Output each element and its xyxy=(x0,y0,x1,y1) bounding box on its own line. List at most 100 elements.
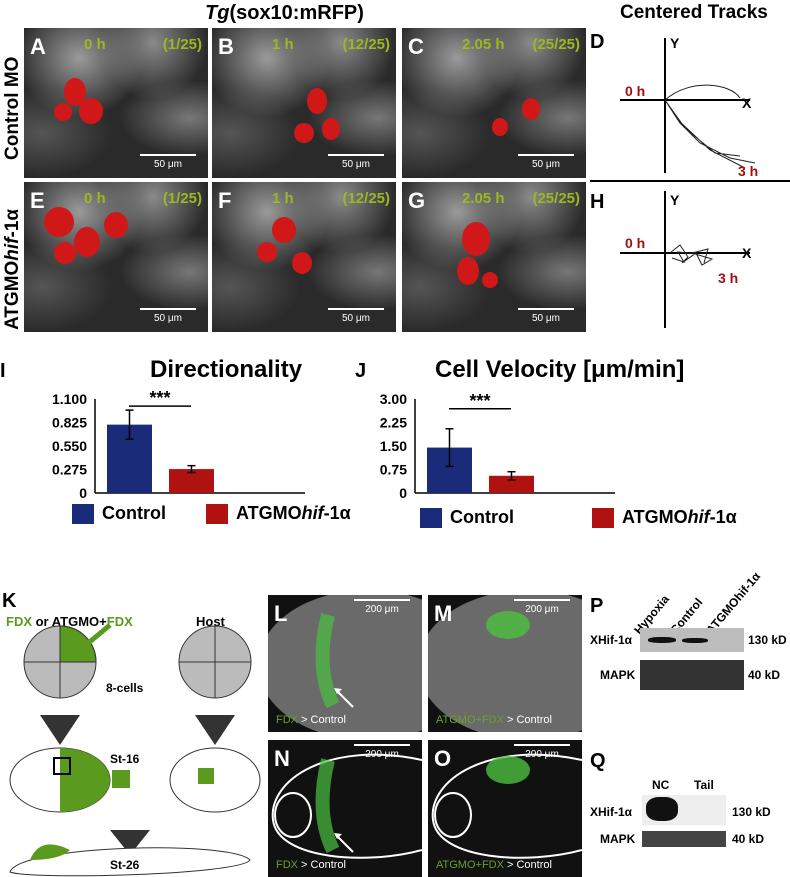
stage-label: 8-cells xyxy=(106,681,144,695)
caption: ATGMO+FDX > Control xyxy=(436,714,552,726)
panel-letter: N xyxy=(274,746,290,771)
embryo-transplant-drawing xyxy=(9,623,261,877)
size-label: 130 kD xyxy=(748,633,787,647)
panel-letter: E xyxy=(30,188,45,213)
cell-blob xyxy=(462,222,490,256)
size-label: 130 kD xyxy=(732,805,771,819)
frame-label: (1/25) xyxy=(162,36,202,53)
cell-blob xyxy=(74,227,100,257)
embryo-n: N 200 μm FDX > Control xyxy=(268,740,422,877)
y-tick-label: 1.50 xyxy=(380,438,407,454)
cell-blob xyxy=(54,242,76,264)
panel-letter: P xyxy=(590,595,604,617)
time-label: 0 h xyxy=(84,36,106,53)
cell-blob xyxy=(322,118,340,140)
panel-letter: F xyxy=(218,188,232,213)
bar-atgmo xyxy=(169,469,214,493)
end-label: 3 h xyxy=(718,270,738,286)
row-label: XHif-1α xyxy=(590,805,633,819)
start-label: 0 h xyxy=(625,235,645,251)
embryo-l: L 200 μm FDX > Control xyxy=(268,595,422,732)
title-rest: (sox10:mRFP) xyxy=(229,2,364,24)
cell-blob xyxy=(492,118,508,136)
track-plot-d xyxy=(620,38,756,173)
y-axis-label: Y xyxy=(670,35,680,51)
row-label: XHif-1α xyxy=(590,633,633,647)
embryo-m: M 200 μm ATGMO+FDX > Control xyxy=(428,595,582,732)
significance-label: *** xyxy=(149,388,170,408)
row-label-atgmo: ATGMOhif-1α xyxy=(2,208,23,330)
panel-letter: C xyxy=(408,34,424,59)
scale-bar: 50 μm xyxy=(518,154,574,170)
frame-label: (25/25) xyxy=(532,190,580,207)
cell-blob xyxy=(294,123,314,143)
caption: FDX > Control xyxy=(276,859,346,871)
stage-label: St-16 xyxy=(110,752,140,766)
caption: ATGMO+FDX > Control xyxy=(436,859,552,871)
caption: FDX > Control xyxy=(276,714,346,726)
tracks-title: Centered Tracks xyxy=(620,2,768,23)
stage-label: St-26 xyxy=(110,858,140,872)
legend-j: Control ATGMOhif-1α xyxy=(420,507,737,528)
cell-blob xyxy=(44,207,74,237)
panel-letter: B xyxy=(218,34,234,59)
micrograph-a: A 0 h (1/25) 50 μm xyxy=(24,28,208,178)
cell-blob xyxy=(272,217,296,243)
blot-hif xyxy=(640,628,744,652)
y-tick-label: 0.75 xyxy=(380,462,407,478)
chart-letter: J xyxy=(355,360,366,382)
time-label: 2.05 h xyxy=(462,190,505,207)
panel-letter: G xyxy=(408,188,426,213)
scale-bar: 200 μm xyxy=(354,599,410,615)
scale-bar: 200 μm xyxy=(514,599,570,615)
scale-bar: 50 μm xyxy=(140,308,196,324)
start-label: 0 h xyxy=(625,83,645,99)
size-label: 40 kD xyxy=(732,832,765,846)
legend-label: Control xyxy=(102,503,166,523)
y-tick-label: 2.25 xyxy=(380,415,407,431)
time-label: 1 h xyxy=(272,36,294,53)
cell-blob xyxy=(79,98,103,124)
cell-blob xyxy=(54,103,72,121)
blot-q: Q NC Tail XHif-1α MAPK 130 kD 40 kD xyxy=(590,750,790,870)
micrograph-e: E 0 h (1/25) 50 μm xyxy=(24,182,208,332)
cell-blob xyxy=(457,257,479,285)
panel-letter: K xyxy=(2,590,17,612)
micrograph-b: B 1 h (12/25) 50 μm xyxy=(212,28,396,178)
panel-letter: Q xyxy=(590,750,606,772)
blot-mapk xyxy=(642,831,726,847)
blot-p: P Hypoxia Control ATGMOhif-1α XHif-1α MA… xyxy=(590,569,790,725)
frame-label: (25/25) xyxy=(532,36,580,53)
y-tick-label: 0.825 xyxy=(52,415,87,431)
cell-blob xyxy=(64,78,86,106)
cell-blob xyxy=(257,242,277,262)
x-axis-label: X xyxy=(742,95,752,111)
tracks-panels: D Y X 0 h 3 h H Y X 0 h 3 h xyxy=(590,31,790,328)
scale-bar: 200 μm xyxy=(354,744,410,760)
blot-hif xyxy=(642,795,726,825)
cell-blob xyxy=(104,212,128,238)
legend-label: Control xyxy=(450,507,514,527)
legend-label: ATGMOhif-1α xyxy=(235,503,351,523)
time-label: 2.05 h xyxy=(462,36,505,53)
bar-atgmo xyxy=(489,475,534,493)
y-tick-label: 3.00 xyxy=(380,391,407,407)
y-tick-label: 0.275 xyxy=(52,462,87,478)
frame-label: (12/25) xyxy=(342,190,390,207)
row-label-control: Control MO xyxy=(2,56,23,160)
cell-blob xyxy=(522,98,540,120)
figure-title: Tg(sox10:mRFP) xyxy=(205,2,364,25)
embryo-o: O 200 μm ATGMO+FDX > Control xyxy=(428,740,582,877)
panel-letter: A xyxy=(30,34,46,59)
y-tick-label: 0 xyxy=(399,485,407,501)
legend-i: Control ATGMOhif-1α xyxy=(72,503,351,524)
legend-swatch xyxy=(205,503,228,524)
title-italic: Tg xyxy=(205,2,230,24)
legend-label: ATGMOhif-1α xyxy=(621,507,737,527)
scale-bar: 50 μm xyxy=(328,308,384,324)
chart-letter: I xyxy=(0,360,6,382)
chart-title: Cell Velocity [μm/min] xyxy=(435,356,684,383)
panel-letter: M xyxy=(434,601,453,626)
scale-bar: 200 μm xyxy=(514,744,570,760)
track-letter-d: D xyxy=(590,31,604,53)
